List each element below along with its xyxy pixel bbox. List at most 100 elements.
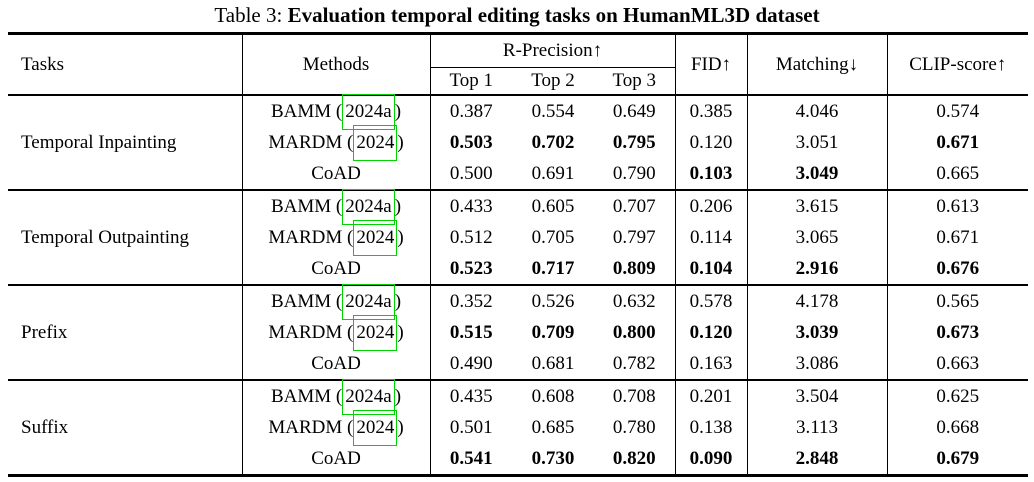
- cell-clip-score: 0.668: [886, 412, 1028, 443]
- cell-fid: 0.114: [674, 222, 747, 253]
- cell-fid: 0.206: [674, 190, 747, 222]
- cell-matching: 3.615: [746, 190, 887, 222]
- cell-top3: 0.800: [612, 321, 656, 343]
- col-header-clip-score: CLIP-score↑: [886, 33, 1028, 96]
- cell-matching: 3.504: [746, 380, 887, 412]
- cell-clip-score: 0.613: [886, 190, 1028, 222]
- cell-matching: 3.049: [746, 158, 887, 191]
- cell-top3: 0.780: [612, 416, 656, 438]
- method-cell: MARDM (2024): [241, 124, 430, 161]
- method-cell: CoAD: [241, 158, 430, 191]
- method-cell: BAMM (2024a): [241, 188, 430, 225]
- citation-link[interactable]: 2024: [353, 314, 398, 351]
- task-label: Prefix: [8, 285, 242, 381]
- cell-fid: 0.138: [674, 412, 747, 443]
- cell-fid: 0.120: [674, 127, 747, 158]
- citation-link[interactable]: 2024a: [342, 93, 395, 130]
- table-row: Temporal Inpainting BAMM (2024a) 0.387 0…: [8, 93, 1028, 191]
- citation-link[interactable]: 2024a: [342, 378, 395, 415]
- method-cell: MARDM (2024): [241, 314, 430, 351]
- cell-matching: 3.086: [746, 348, 887, 381]
- cell-matching: 4.046: [746, 95, 887, 127]
- table-caption: Table 3: Evaluation temporal editing tas…: [0, 0, 1034, 32]
- cell-top1: 0.515: [429, 317, 512, 348]
- col-header-top2: Top 2: [512, 67, 594, 96]
- col-header-tasks: Tasks: [8, 33, 242, 96]
- method-cell: CoAD: [241, 443, 430, 476]
- method-name: MARDM (: [268, 226, 354, 248]
- method-cell: BAMM (2024a): [241, 378, 430, 415]
- citation-link[interactable]: 2024a: [342, 188, 395, 225]
- caption-prefix: Table 3:: [214, 3, 288, 27]
- task-label: Temporal Inpainting: [8, 95, 242, 191]
- method-cell: CoAD: [241, 348, 430, 381]
- cell-top3: 0.820: [612, 447, 656, 469]
- table-row: CoAD 0.490 0.681 0.782 0.163 3.086 0.663: [8, 348, 1028, 381]
- group-prefix: Prefix BAMM (2024a) 0.352 0.526 0.632 0.…: [8, 283, 1028, 381]
- cell-top1: 0.352: [429, 285, 512, 317]
- method-paren-close: ): [394, 195, 402, 217]
- task-label: Temporal Outpainting: [8, 190, 242, 286]
- table-row: CoAD 0.541 0.730 0.820 0.090 2.848 0.679: [8, 443, 1028, 476]
- method-name: BAMM (: [270, 385, 343, 407]
- task-label: Suffix: [21, 416, 69, 438]
- header-row-sub: Top 1 Top 2 Top 3: [8, 67, 1028, 96]
- cell-top2: 0.702: [531, 131, 575, 153]
- cell-matching: 4.178: [746, 285, 887, 317]
- cell-fid: 0.578: [674, 285, 747, 317]
- table-row: CoAD 0.523 0.717 0.809 0.104 2.916 0.676: [8, 253, 1028, 286]
- cell-top3: 0.795: [612, 131, 656, 153]
- group-temporal-inpainting: Temporal Inpainting BAMM (2024a) 0.387 0…: [8, 93, 1028, 191]
- cell-clip-score: 0.671: [886, 222, 1028, 253]
- method-cell: BAMM (2024a): [241, 283, 430, 320]
- cell-matching: 3.113: [746, 412, 887, 443]
- citation-link[interactable]: 2024: [353, 219, 398, 256]
- cell-top2: 0.526: [531, 290, 575, 312]
- method-name: BAMM (: [270, 290, 343, 312]
- cell-fid: 0.103: [674, 158, 747, 191]
- method-name: BAMM (: [270, 195, 343, 217]
- cell-top1: 0.503: [429, 127, 512, 158]
- col-header-top1: Top 1: [429, 67, 512, 96]
- group-temporal-outpainting: Temporal Outpainting BAMM (2024a) 0.433 …: [8, 188, 1028, 286]
- table-row: MARDM (2024) 0.515 0.709 0.800 0.120 3.0…: [8, 314, 1028, 351]
- method-name: CoAD: [311, 257, 361, 279]
- cell-matching: 3.051: [746, 127, 887, 158]
- cell-matching: 2.848: [746, 443, 887, 476]
- cell-top3: 0.797: [612, 226, 656, 248]
- table-row: MARDM (2024) 0.503 0.702 0.795 0.120 3.0…: [8, 124, 1028, 161]
- cell-top3: 0.790: [594, 158, 675, 191]
- method-cell: BAMM (2024a): [241, 93, 430, 130]
- cell-clip-score: 0.671: [886, 127, 1028, 158]
- cell-clip-score: 0.665: [886, 158, 1028, 191]
- cell-top2: 0.717: [512, 253, 594, 286]
- method-paren-close: ): [394, 385, 402, 407]
- cell-clip-score: 0.574: [886, 95, 1028, 127]
- caption-title: Evaluation temporal editing tasks on Hum…: [287, 3, 820, 27]
- header-row-main: Tasks Methods R-Precision↑ FID↑ Matching…: [8, 33, 1028, 96]
- cell-fid: 0.163: [674, 348, 747, 381]
- cell-matching: 3.065: [746, 222, 887, 253]
- cell-top1: 0.512: [429, 222, 512, 253]
- table-row: Prefix BAMM (2024a) 0.352 0.526 0.632 0.…: [8, 283, 1028, 381]
- citation-link[interactable]: 2024: [353, 124, 398, 161]
- table-header: Tasks Methods R-Precision↑ FID↑ Matching…: [8, 33, 1028, 96]
- results-table: Tasks Methods R-Precision↑ FID↑ Matching…: [8, 32, 1028, 477]
- method-name: CoAD: [311, 447, 361, 469]
- method-name: CoAD: [311, 352, 361, 374]
- cell-top2: 0.605: [531, 195, 575, 217]
- method-name: MARDM (: [268, 131, 354, 153]
- cell-fid: 0.385: [674, 95, 747, 127]
- table-row: MARDM (2024) 0.501 0.685 0.780 0.138 3.1…: [8, 409, 1028, 446]
- cell-clip-score: 0.679: [886, 443, 1028, 476]
- cell-top1: 0.433: [429, 190, 512, 222]
- method-paren-close: ): [394, 100, 402, 122]
- cell-top2: 0.608: [531, 385, 575, 407]
- cell-top3: 0.708: [612, 385, 656, 407]
- citation-link[interactable]: 2024a: [342, 283, 395, 320]
- cell-matching: 3.039: [746, 317, 887, 348]
- citation-link[interactable]: 2024: [353, 409, 398, 446]
- table-row: Temporal Outpainting BAMM (2024a) 0.433 …: [8, 188, 1028, 286]
- method-name: MARDM (: [268, 416, 354, 438]
